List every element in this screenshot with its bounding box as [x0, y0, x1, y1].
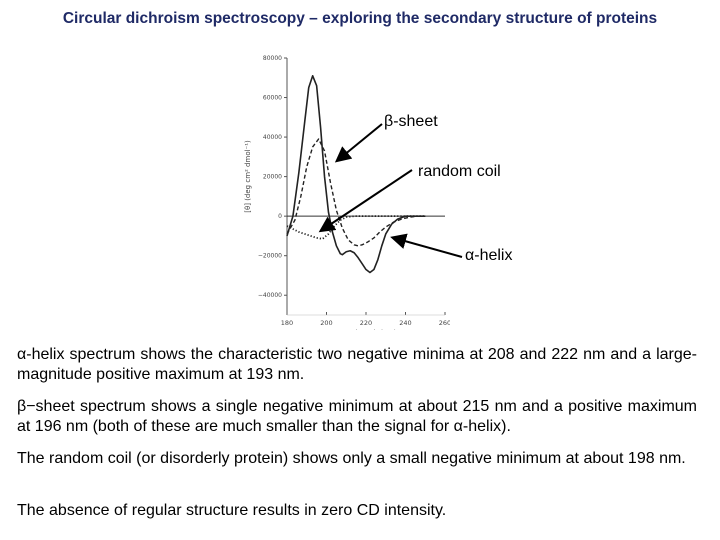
paragraph-alpha-helix: α-helix spectrum shows the characteristi…	[17, 346, 697, 383]
y-tick-label: −20000	[258, 253, 282, 260]
y-tick-label: 40000	[263, 134, 282, 141]
alpha-helix-arrow	[390, 233, 463, 258]
alpha-series-line	[286, 74, 426, 274]
y-axis-label: [θ] (deg cm² dmol⁻¹)	[244, 140, 252, 213]
random-series-line	[286, 215, 426, 240]
x-tick-label: 180	[281, 319, 293, 327]
beta-series-line	[286, 138, 426, 247]
x-tick-label: 220	[360, 319, 372, 327]
y-tick-label: 60000	[263, 95, 282, 102]
y-tick-label: 80000	[263, 55, 282, 62]
paragraph-random-coil: The random coil (or disorderly protein) …	[17, 450, 686, 467]
page-title: Circular dichroism spectroscopy – explor…	[62, 10, 658, 27]
cd-spectrum-chart: 80000 60000 40000 20000 0 −20000 −40000 180 200 2…	[240, 50, 451, 337]
beta-sheet-arrow	[334, 123, 383, 163]
random-coil-label: random coil	[418, 163, 501, 180]
paragraph-no-structure: The absence of regular structure results…	[17, 502, 447, 519]
paragraph-beta-sheet: β−sheet spectrum shows a single negative…	[17, 398, 697, 435]
x-tick-label: 260	[439, 319, 450, 327]
y-tick-label: 0	[278, 213, 282, 220]
y-tick-label: 20000	[263, 174, 282, 181]
alpha-helix-label: α-helix	[465, 247, 513, 264]
random-coil-arrow	[318, 169, 413, 233]
beta-sheet-label: β-sheet	[384, 113, 438, 130]
y-tick-label: −40000	[258, 292, 282, 299]
cd-spectrum-svg: 80000 60000 40000 20000 0 −20000 −40000 180 200 2…	[244, 55, 451, 337]
x-tick-label: 240	[399, 319, 411, 327]
x-tick-label: 200	[320, 319, 332, 327]
